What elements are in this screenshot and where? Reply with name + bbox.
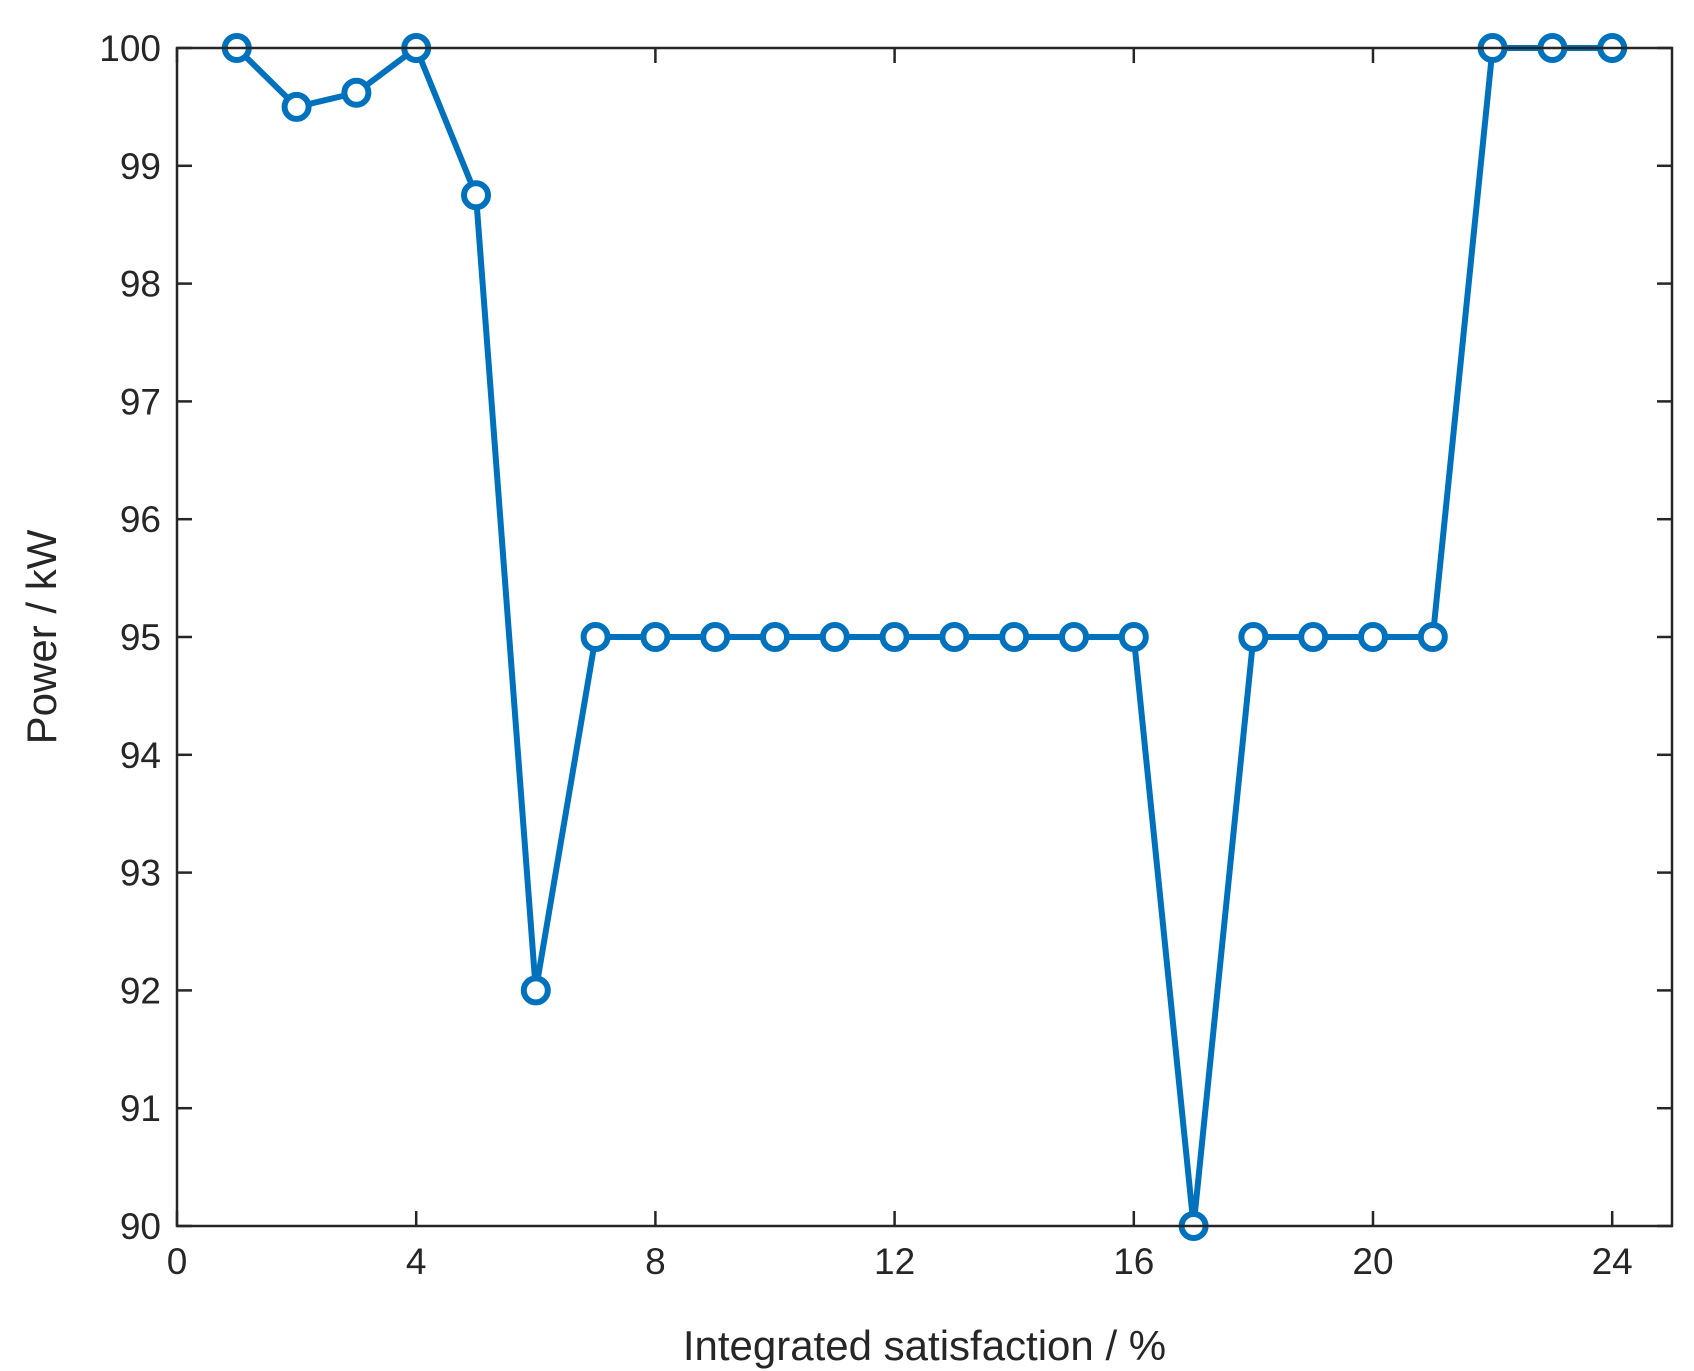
data-point (939, 622, 970, 652)
data-point (1417, 622, 1448, 652)
data-point (700, 622, 731, 652)
data-point (1118, 622, 1149, 652)
y-axis-title: Power / kW (18, 529, 65, 744)
data-point (281, 91, 312, 122)
data-point (1298, 622, 1329, 652)
tick-labels: 0 4 8 12 16 20 24 90 91 92 93 94 95 96 97 98 99 100 (99, 28, 1633, 1282)
data-point (461, 180, 491, 211)
y-tick-label: 100 (99, 28, 161, 69)
data-point (1059, 622, 1089, 652)
y-tick-label: 92 (120, 970, 161, 1011)
data-point (520, 975, 551, 1006)
y-tick-label: 91 (120, 1088, 161, 1129)
data-point (999, 622, 1030, 652)
axes-box (175, 46, 1674, 1228)
y-tick-label: 93 (120, 853, 161, 894)
x-axis-title: Integrated satisfaction / % (683, 1322, 1166, 1369)
data-point (341, 77, 372, 108)
x-tick-label: 16 (1113, 1241, 1154, 1282)
y-tick-label: 97 (120, 381, 161, 422)
y-tick-label: 98 (120, 264, 161, 305)
y-tick-label: 90 (120, 1206, 161, 1247)
data-point (1358, 622, 1388, 652)
y-tick-label: 99 (120, 146, 161, 187)
y-tick-label: 96 (120, 499, 161, 540)
x-tick-label: 0 (167, 1241, 188, 1282)
y-tick-label: 94 (120, 735, 161, 776)
data-point (640, 622, 671, 652)
data-point (760, 622, 790, 652)
x-tick-label: 4 (406, 1241, 427, 1282)
y-tick-label: 95 (120, 617, 161, 658)
data-point (1238, 622, 1269, 652)
x-tick-label: 12 (874, 1241, 915, 1282)
x-tick-label: 24 (1592, 1241, 1633, 1282)
data-point (879, 622, 910, 652)
x-tick-label: 8 (645, 1241, 666, 1282)
data-point (819, 622, 850, 652)
x-tick-label: 20 (1352, 1241, 1393, 1282)
data-point (580, 622, 611, 652)
